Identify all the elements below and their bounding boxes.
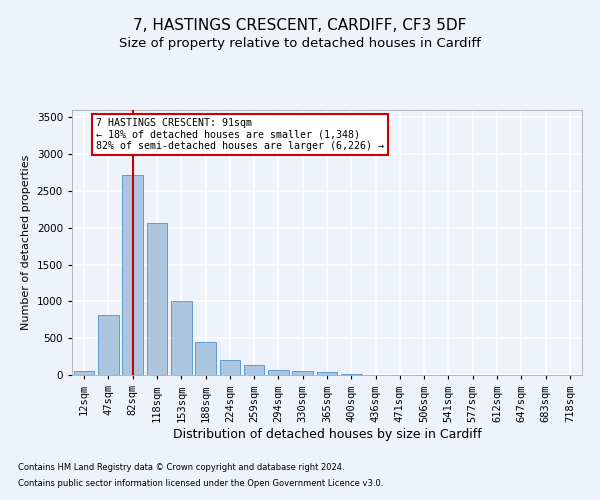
Text: Size of property relative to detached houses in Cardiff: Size of property relative to detached ho… xyxy=(119,38,481,51)
Y-axis label: Number of detached properties: Number of detached properties xyxy=(21,155,31,330)
Bar xyxy=(171,302,191,375)
Bar xyxy=(341,374,362,375)
Text: Contains public sector information licensed under the Open Government Licence v3: Contains public sector information licen… xyxy=(18,478,383,488)
Bar xyxy=(195,342,216,375)
Bar xyxy=(74,370,94,375)
Text: Contains HM Land Registry data © Crown copyright and database right 2024.: Contains HM Land Registry data © Crown c… xyxy=(18,464,344,472)
Bar xyxy=(122,175,143,375)
Bar xyxy=(292,371,313,375)
Bar xyxy=(268,370,289,375)
X-axis label: Distribution of detached houses by size in Cardiff: Distribution of detached houses by size … xyxy=(173,428,481,442)
Bar xyxy=(146,224,167,375)
Bar xyxy=(98,314,119,375)
Bar xyxy=(244,364,265,375)
Bar xyxy=(317,372,337,375)
Text: 7 HASTINGS CRESCENT: 91sqm
← 18% of detached houses are smaller (1,348)
82% of s: 7 HASTINGS CRESCENT: 91sqm ← 18% of deta… xyxy=(96,118,384,152)
Text: 7, HASTINGS CRESCENT, CARDIFF, CF3 5DF: 7, HASTINGS CRESCENT, CARDIFF, CF3 5DF xyxy=(133,18,467,32)
Bar xyxy=(220,360,240,375)
